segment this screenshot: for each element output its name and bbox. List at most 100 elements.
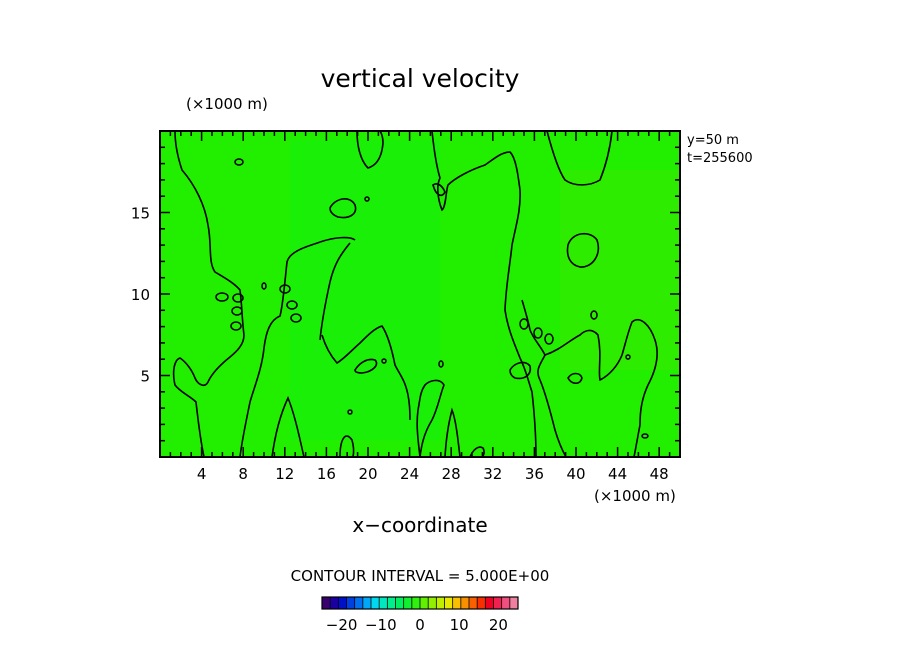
colorbar-swatch bbox=[469, 597, 478, 609]
contour-line bbox=[339, 435, 355, 458]
colorbar-swatch bbox=[428, 597, 437, 609]
contour-line bbox=[432, 183, 446, 197]
contour-line bbox=[567, 372, 583, 385]
contour-loop bbox=[590, 310, 598, 320]
x-tick-label: 24 bbox=[400, 465, 419, 483]
contour-loop bbox=[519, 318, 529, 330]
contour-closed-loops bbox=[215, 158, 649, 439]
colorbar-tick-label: 20 bbox=[489, 616, 508, 634]
x-tick-label: 28 bbox=[442, 465, 461, 483]
x-scale-label: (×1000 m) bbox=[594, 487, 676, 505]
field-tint-b bbox=[560, 170, 680, 370]
x-axis-label: x−coordinate bbox=[352, 513, 487, 537]
y-scale-label: (×1000 m) bbox=[186, 95, 268, 113]
annotation-y: y=50 m bbox=[687, 133, 739, 148]
y-tick-label: 15 bbox=[131, 205, 150, 223]
colorbar-swatch bbox=[452, 597, 462, 609]
colorbar-swatch bbox=[362, 597, 372, 609]
x-tick-label: 4 bbox=[197, 465, 207, 483]
contour-line bbox=[546, 130, 613, 186]
contour-loop bbox=[215, 292, 229, 302]
contour-line bbox=[469, 446, 485, 458]
contour-loop bbox=[364, 196, 370, 202]
colorbar-tick-label: 10 bbox=[450, 616, 469, 634]
colorbar-swatch bbox=[420, 597, 429, 609]
colorbar bbox=[321, 596, 519, 610]
contour-line bbox=[509, 361, 532, 380]
contour-line bbox=[521, 299, 567, 458]
colorbar-swatch bbox=[379, 597, 388, 609]
colorbar-swatch bbox=[354, 597, 364, 609]
field-tint-a bbox=[290, 140, 440, 440]
colorbar-swatch bbox=[509, 597, 519, 609]
contour-line bbox=[544, 318, 658, 458]
contour-line bbox=[431, 130, 537, 458]
colorbar-swatch bbox=[493, 597, 503, 609]
contour-line bbox=[271, 396, 305, 458]
contour-loop bbox=[286, 300, 298, 310]
tick-marks bbox=[160, 131, 680, 457]
colorbar-swatch bbox=[460, 597, 470, 609]
contour-loop bbox=[290, 313, 302, 323]
contour-loop bbox=[231, 306, 243, 316]
chart-title: vertical velocity bbox=[321, 64, 520, 93]
contour-loop bbox=[533, 327, 543, 339]
contour-lines bbox=[172, 130, 658, 458]
x-tick-label: 12 bbox=[275, 465, 294, 483]
y-tick-label: 5 bbox=[140, 368, 150, 386]
colorbar-swatch bbox=[403, 597, 413, 609]
contour-line bbox=[319, 242, 351, 341]
colorbar-swatch bbox=[444, 597, 454, 609]
colorbar-frame bbox=[321, 596, 519, 610]
colorbar-swatch bbox=[346, 597, 356, 609]
x-tick-label: 32 bbox=[483, 465, 502, 483]
x-tick-label: 36 bbox=[525, 465, 544, 483]
colorbar-swatch bbox=[330, 597, 339, 609]
contour-line bbox=[354, 358, 378, 374]
colorbar-labels: −20 −10 0 10 20 bbox=[326, 616, 508, 634]
colorbar-swatch bbox=[485, 597, 494, 609]
contour-line bbox=[329, 198, 357, 219]
contour-loop bbox=[234, 158, 244, 166]
contour-loop bbox=[381, 358, 387, 364]
contour-line bbox=[356, 130, 384, 169]
colorbar-swatch bbox=[387, 597, 396, 609]
contour-loop bbox=[641, 433, 649, 439]
colorbar-swatch bbox=[322, 597, 331, 609]
contour-loop bbox=[279, 284, 291, 294]
contour-loop bbox=[230, 321, 242, 331]
x-tick-label: 20 bbox=[358, 465, 377, 483]
x-tick-label: 16 bbox=[317, 465, 336, 483]
colorbar-swatch bbox=[395, 597, 405, 609]
contour-loop bbox=[438, 360, 444, 368]
x-tick-label: 8 bbox=[238, 465, 248, 483]
contour-loop bbox=[625, 354, 631, 360]
contour-loop bbox=[261, 282, 267, 290]
colorbar-swatch bbox=[477, 597, 486, 609]
contour-interval-label: CONTOUR INTERVAL = 5.000E+00 bbox=[291, 567, 550, 585]
colorbar-tick-label: −10 bbox=[365, 616, 397, 634]
contour-line bbox=[172, 130, 245, 458]
colorbar-swatch bbox=[501, 597, 511, 609]
x-tick-label: 48 bbox=[650, 465, 669, 483]
y-tick-label: 10 bbox=[131, 286, 150, 304]
colorbar-swatch bbox=[371, 597, 380, 609]
colorbar-swatch bbox=[411, 597, 421, 609]
contour-line bbox=[416, 379, 445, 458]
contour-line bbox=[321, 325, 411, 421]
x-tick-label: 40 bbox=[566, 465, 585, 483]
contour-loop bbox=[347, 409, 353, 415]
contour-loop bbox=[232, 293, 244, 303]
colorbar-swatch bbox=[436, 597, 445, 609]
annotation-t: t=255600 bbox=[687, 151, 753, 166]
colorbar-swatch bbox=[338, 597, 347, 609]
contour-line bbox=[566, 232, 599, 268]
colorbar-tick-label: 0 bbox=[415, 616, 425, 634]
contour-loop bbox=[544, 333, 554, 345]
x-tick-label: 44 bbox=[608, 465, 627, 483]
contour-line bbox=[239, 236, 356, 458]
contour-line bbox=[444, 407, 461, 458]
